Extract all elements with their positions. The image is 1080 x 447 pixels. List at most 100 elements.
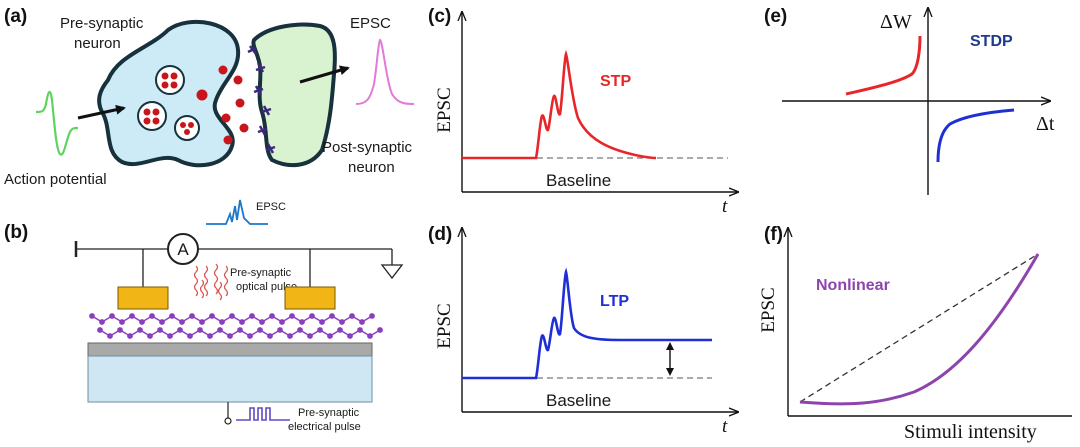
film-atom bbox=[269, 313, 275, 319]
film-atom bbox=[237, 327, 243, 333]
film-atom bbox=[117, 327, 123, 333]
ylabel-e: ΔW bbox=[880, 11, 912, 33]
film-atom bbox=[287, 333, 293, 339]
film-atom bbox=[179, 319, 185, 325]
epsc-label-a: EPSC bbox=[350, 15, 391, 32]
film-atom bbox=[257, 327, 263, 333]
film-atom bbox=[229, 313, 235, 319]
film-atom bbox=[167, 333, 173, 339]
post-neuron-label-line2: neuron bbox=[348, 159, 395, 176]
film-atom bbox=[297, 327, 303, 333]
panel-e: (e) ΔW Δt STDP bbox=[764, 6, 1055, 195]
curve-label-ltp: LTP bbox=[600, 293, 629, 310]
electrical-pulse-label-line2: electrical pulse bbox=[288, 421, 361, 433]
film-atom bbox=[157, 327, 163, 333]
film-atom bbox=[307, 333, 313, 339]
nonlinear-curve bbox=[799, 253, 1040, 406]
dielectric-layer bbox=[87, 342, 373, 357]
receptors bbox=[247, 45, 276, 154]
electrode-left bbox=[117, 286, 169, 310]
pre-neuron-label-line1: Pre-synaptic bbox=[60, 15, 144, 32]
ylabel-c: EPSC bbox=[434, 87, 455, 132]
panel-b-tag: (b) bbox=[4, 222, 28, 243]
input-arrow bbox=[77, 104, 126, 120]
curve-label-stp: STP bbox=[600, 73, 631, 90]
panel-d-tag: (d) bbox=[428, 224, 452, 245]
film-atom bbox=[137, 327, 143, 333]
action-potential-label: Action potential bbox=[4, 171, 107, 188]
ltp-curve bbox=[462, 267, 712, 380]
film-atom bbox=[97, 327, 103, 333]
film-atom bbox=[357, 327, 363, 333]
film-atom bbox=[299, 319, 305, 325]
output-arrow bbox=[299, 65, 350, 84]
film-atom bbox=[337, 327, 343, 333]
film-atom bbox=[267, 333, 273, 339]
film-atom bbox=[129, 313, 135, 319]
film-atom bbox=[339, 319, 345, 325]
stdp-curve-potentiation bbox=[845, 35, 922, 96]
film-atom bbox=[159, 319, 165, 325]
ylabel-d: EPSC bbox=[434, 303, 455, 348]
baseline-label-c: Baseline bbox=[546, 171, 611, 190]
film-atom bbox=[177, 327, 183, 333]
stdp-curve-depression bbox=[936, 108, 1015, 163]
optical-pulse-label-line1: Pre-synaptic bbox=[230, 267, 292, 279]
panel-d: (d) EPSC t LTP Baseline bbox=[428, 224, 738, 437]
panel-f-tag: (f) bbox=[764, 224, 783, 245]
film-atom bbox=[187, 333, 193, 339]
ammeter bbox=[167, 233, 199, 265]
film-atom bbox=[259, 319, 265, 325]
post-neuron-label-line1: Post-synaptic bbox=[322, 139, 413, 156]
xlabel-f: Stimuli intensity bbox=[904, 421, 1037, 443]
epsc-waveform-b bbox=[206, 199, 268, 225]
film-atom bbox=[277, 327, 283, 333]
linear-reference-line bbox=[799, 253, 1039, 403]
film-atom bbox=[107, 333, 113, 339]
film-atom bbox=[119, 319, 125, 325]
film-atom bbox=[327, 333, 333, 339]
film-atom bbox=[199, 319, 205, 325]
film-atom bbox=[289, 313, 295, 319]
panel-e-tag: (e) bbox=[764, 6, 787, 27]
gate-contact bbox=[224, 402, 232, 425]
pre-neuron-label-line2: neuron bbox=[74, 35, 121, 52]
electrical-pulse-label-line1: Pre-synaptic bbox=[298, 407, 360, 419]
film-atom bbox=[347, 333, 353, 339]
measurement-circuit bbox=[74, 241, 404, 288]
baseline-label-d: Baseline bbox=[546, 391, 611, 410]
film-atom bbox=[279, 319, 285, 325]
film-atom bbox=[317, 327, 323, 333]
film-atom bbox=[239, 319, 245, 325]
film-atom bbox=[147, 333, 153, 339]
film-atom bbox=[319, 319, 325, 325]
ammeter-label: A bbox=[177, 240, 189, 259]
panel-c-tag: (c) bbox=[428, 6, 451, 27]
film-atom bbox=[349, 313, 355, 319]
panel-c: (c) EPSC t STP Baseline bbox=[428, 6, 738, 217]
film-atom bbox=[169, 313, 175, 319]
film-atom bbox=[189, 313, 195, 319]
film-atom bbox=[329, 313, 335, 319]
epsc-label-b: EPSC bbox=[256, 201, 286, 213]
film-atom bbox=[217, 327, 223, 333]
xlabel-e: Δt bbox=[1036, 113, 1055, 135]
panel-a-tag: (a) bbox=[4, 6, 27, 27]
film-atom bbox=[139, 319, 145, 325]
stp-curve bbox=[462, 49, 657, 160]
film-atom bbox=[99, 319, 105, 325]
optical-pulse-waves bbox=[193, 263, 229, 301]
film-atom bbox=[249, 313, 255, 319]
film-atom bbox=[149, 313, 155, 319]
substrate bbox=[87, 355, 373, 403]
film-atom bbox=[89, 313, 95, 319]
action-potential-waveform bbox=[35, 90, 79, 156]
film-atom bbox=[369, 313, 375, 319]
ylabel-f: EPSC bbox=[758, 287, 779, 332]
panel-f: (f) EPSC Stimuli intensity Nonlinear bbox=[758, 224, 1072, 443]
film-atom bbox=[207, 333, 213, 339]
film-atom bbox=[197, 327, 203, 333]
film-atom bbox=[109, 313, 115, 319]
film-atom bbox=[309, 313, 315, 319]
film-atom bbox=[367, 333, 373, 339]
